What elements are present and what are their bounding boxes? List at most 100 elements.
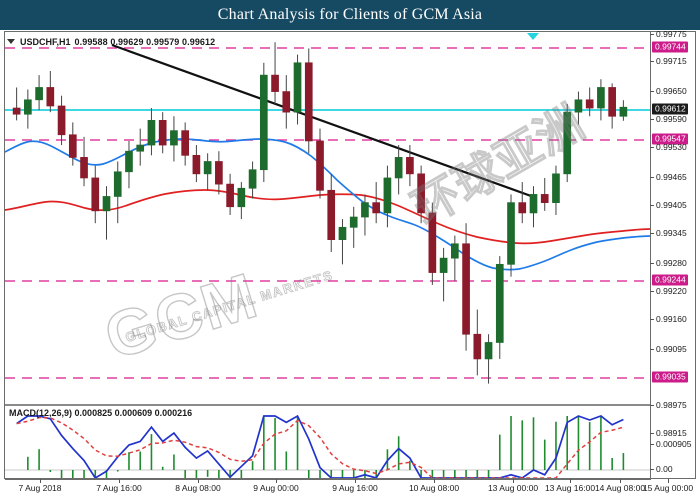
price-tick-mark	[650, 119, 654, 120]
price-tick-label: 0.99345	[656, 228, 687, 238]
candle-body	[507, 202, 515, 265]
symbol-ohlc-label[interactable]: USDCHF,H1 0.99588 0.99629 0.99579 0.9961…	[7, 35, 215, 48]
price-tick-label: 0.99590	[656, 114, 687, 124]
time-tick-mark	[198, 479, 199, 483]
candle-body	[372, 202, 381, 214]
price-tick-label: 0.99715	[656, 56, 687, 66]
candle-body	[327, 189, 336, 240]
candle-body	[12, 107, 21, 115]
time-tick-mark	[40, 479, 41, 483]
moving-average-slow	[5, 189, 650, 245]
time-tick-mark	[513, 479, 514, 483]
time-tick-mark	[276, 479, 277, 483]
candle-body	[462, 243, 470, 335]
candle-body	[57, 105, 66, 136]
price-tick-label: 0.99465	[656, 172, 687, 182]
price-axis-line	[650, 31, 651, 479]
time-axis-line	[5, 479, 651, 480]
candle-body	[192, 154, 201, 175]
candle-body	[619, 106, 628, 117]
candle-body	[338, 226, 347, 240]
candle-body	[203, 161, 212, 175]
candle-body	[428, 212, 437, 273]
time-tick-label: 13 Aug 00:00	[487, 483, 539, 493]
candle-body	[574, 99, 583, 113]
candle-body	[316, 140, 324, 191]
time-tick-label: 9 Aug 16:00	[332, 483, 378, 493]
time-tick-label: 9 Aug 00:00	[253, 483, 299, 493]
macd-indicator-name: MACD(12,26,9)	[9, 408, 73, 418]
candle-body	[147, 120, 156, 146]
time-tick-label: 10 Aug 08:00	[408, 483, 460, 493]
price-tick-mark	[650, 319, 654, 320]
candle-body	[46, 87, 55, 107]
candle-body	[529, 194, 538, 214]
candle-body	[473, 333, 482, 360]
moving-average-fast	[5, 138, 650, 271]
price-tag: 0.99244	[652, 274, 688, 286]
price-tick-label: 0.99405	[656, 200, 687, 210]
candle-body	[585, 99, 594, 109]
price-tick-mark	[650, 205, 654, 206]
time-tick-label: 7 Aug 2018	[18, 483, 62, 493]
macd-tick-mark	[650, 469, 654, 470]
price-tick-mark	[650, 61, 654, 62]
time-tick-mark	[620, 479, 621, 483]
candle-body	[248, 169, 257, 189]
candle-body	[608, 87, 616, 117]
price-tick-mark	[650, 405, 654, 406]
price-level-lines	[5, 47, 650, 379]
candle-body	[91, 177, 100, 212]
candle-body	[394, 157, 403, 179]
macd-indicator-label[interactable]: MACD(12,26,9) 0.000825 0.000609 0.000216	[9, 408, 192, 420]
candle-body	[125, 150, 133, 173]
candle-body	[24, 99, 32, 115]
macd-histogram	[27, 416, 625, 478]
time-tick-mark	[570, 479, 571, 483]
title-bar: Chart Analysis for Clients of GCM Asia	[0, 0, 700, 30]
candle-body	[102, 196, 111, 212]
price-tick-mark	[650, 91, 654, 92]
page-title: Chart Analysis for Clients of GCM Asia	[217, 6, 483, 23]
time-axis[interactable]: 7 Aug 2018 7 Aug 16:00 8 Aug 08:00 9 Aug 00…	[0, 479, 700, 500]
price-tick-label: 0.98975	[656, 400, 687, 410]
candle-body	[293, 62, 302, 113]
candle-body	[113, 171, 122, 197]
price-tick-mark	[650, 433, 654, 434]
chart-canvas	[5, 42, 650, 478]
candle-body	[439, 257, 448, 273]
candle-body	[259, 74, 268, 171]
candle-body	[215, 161, 223, 185]
candle-body	[237, 187, 246, 208]
candle-body	[271, 74, 279, 92]
candle-body	[361, 202, 369, 218]
pane-separator	[5, 404, 651, 406]
ohlc-values: 0.99588 0.99629 0.99579 0.99612	[74, 36, 216, 47]
candle-body	[597, 87, 605, 109]
caret-down-icon[interactable]	[7, 39, 15, 44]
price-tag: 0.99035	[652, 371, 688, 383]
candle-body	[349, 216, 358, 228]
price-axis[interactable]: 0.99775 0.99744 0.99715 0.99650 0.99612 0.995…	[650, 31, 700, 479]
candle-body	[304, 62, 313, 142]
price-tick-label: 0.99650	[656, 86, 687, 96]
candle-body	[552, 173, 560, 203]
macd-tick-mark	[650, 444, 654, 445]
candle-body	[406, 157, 414, 175]
macd-indicator-values: 0.000825 0.000609 0.000216	[74, 408, 193, 418]
chart-plot-area[interactable]	[5, 32, 650, 478]
time-tick-mark	[119, 479, 120, 483]
candle-body	[35, 87, 43, 101]
candle-body	[417, 173, 425, 214]
price-tick-mark	[650, 349, 654, 350]
price-tick-mark	[650, 233, 654, 234]
candlestick-series	[12, 42, 628, 384]
candle-body	[136, 144, 145, 152]
price-tick-mark	[650, 263, 654, 264]
candle-body	[226, 183, 234, 208]
trendline	[111, 43, 532, 198]
macd-signal-line	[16, 416, 624, 478]
price-tick-mark	[650, 291, 654, 292]
candle-body	[383, 177, 392, 214]
